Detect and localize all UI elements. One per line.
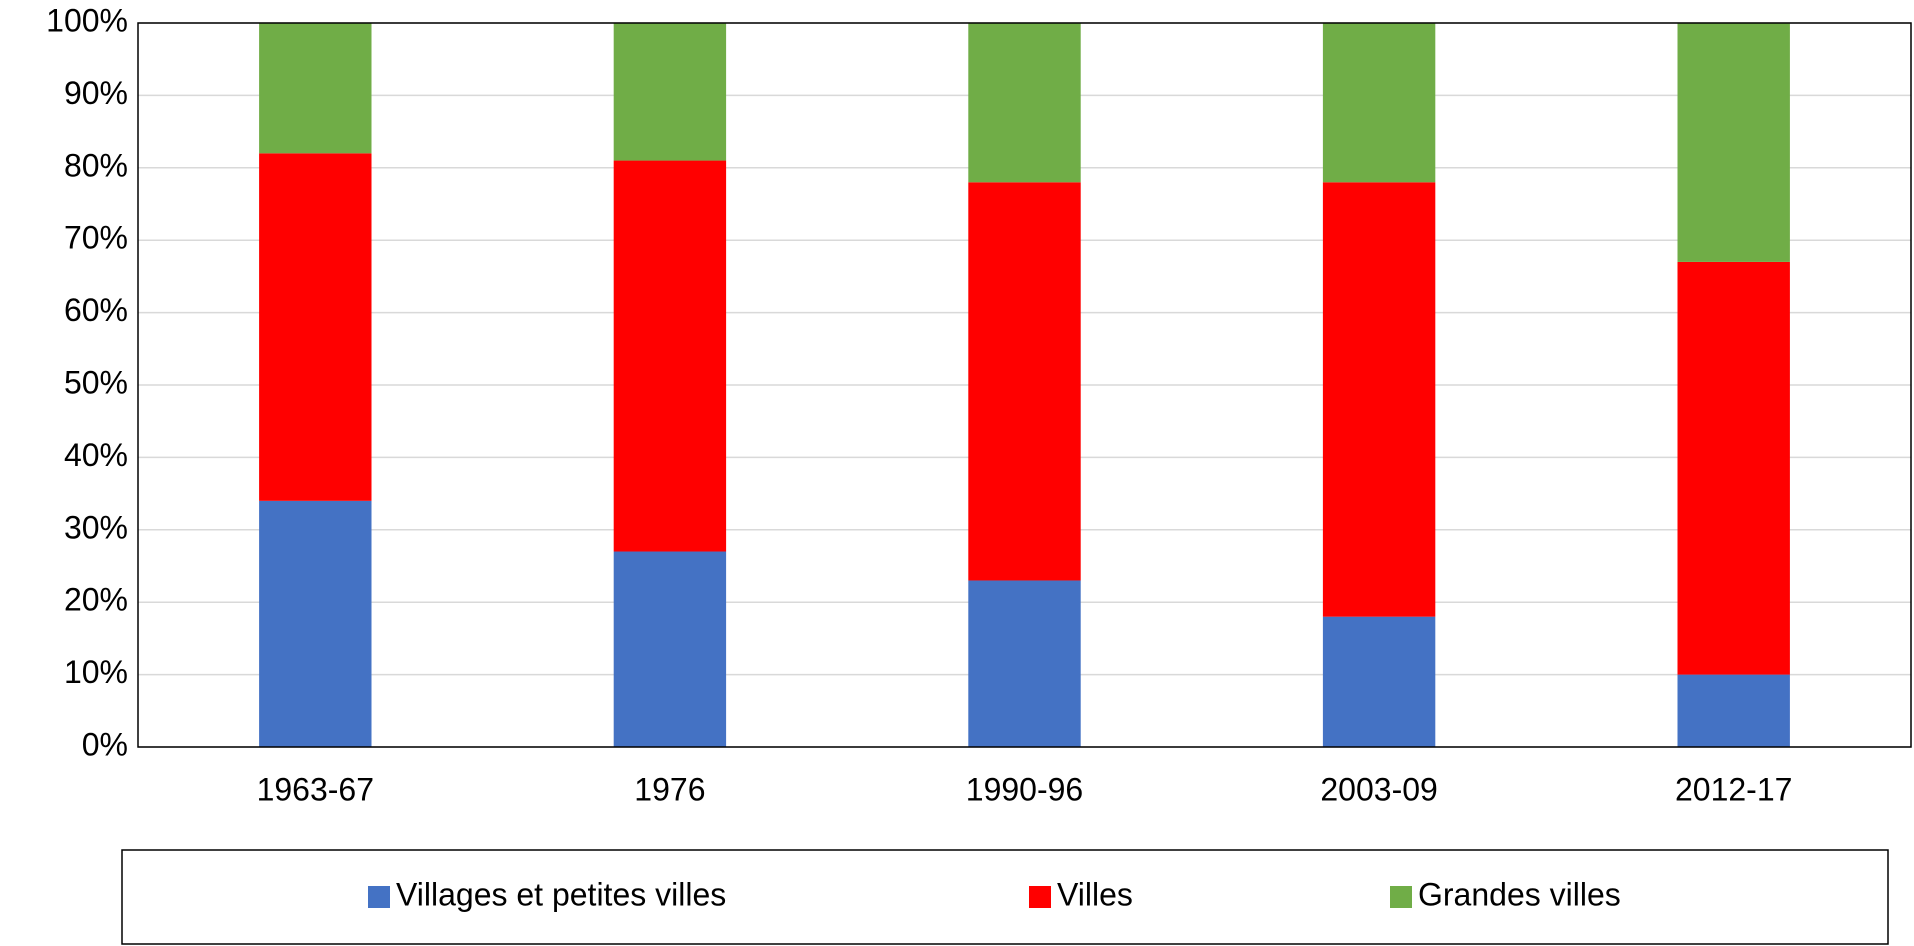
- bar-segment: [1322, 23, 1436, 183]
- x-tick-label: 1990-96: [966, 771, 1083, 807]
- x-tick-label: 2012-17: [1675, 771, 1792, 807]
- bar-segment: [259, 500, 372, 747]
- legend-label: Grandes villes: [1418, 876, 1621, 912]
- x-tick-label: 1976: [634, 771, 705, 807]
- bar-segment: [968, 182, 1081, 581]
- legend-swatch: [1029, 886, 1051, 908]
- bar-segment: [1322, 182, 1436, 617]
- bar-segment: [1677, 23, 1790, 262]
- x-tick-label: 1963-67: [257, 771, 374, 807]
- y-tick-label: 0%: [82, 726, 128, 762]
- bar-segment: [613, 160, 727, 552]
- bar-segment: [259, 23, 372, 154]
- y-tick-label: 30%: [64, 509, 128, 545]
- bars: [259, 23, 1790, 747]
- y-tick-label: 40%: [64, 437, 128, 473]
- bar-segment: [1677, 261, 1790, 675]
- y-tick-label: 80%: [64, 147, 128, 183]
- y-tick-label: 50%: [64, 364, 128, 400]
- plot-border: [137, 22, 1912, 748]
- legend-swatch: [1390, 886, 1412, 908]
- y-tick-label: 20%: [64, 582, 128, 618]
- bar-segment: [613, 551, 727, 747]
- y-tick-label: 60%: [64, 292, 128, 328]
- legend-label: Villes: [1057, 876, 1133, 912]
- bar-segment: [259, 153, 372, 501]
- x-tick-label: 2003-09: [1320, 771, 1437, 807]
- bar-segment: [1322, 616, 1436, 747]
- bar-segment: [1677, 674, 1790, 747]
- y-tick-label: 10%: [64, 654, 128, 690]
- legend-box: [121, 849, 1889, 945]
- legend-label: Villages et petites villes: [396, 876, 726, 912]
- y-tick-label: 90%: [64, 75, 128, 111]
- y-tick-label: 70%: [64, 220, 128, 256]
- bar-segment: [613, 23, 727, 161]
- legend-swatch: [368, 886, 390, 908]
- bar-segment: [968, 580, 1081, 747]
- y-tick-label: 100%: [46, 2, 128, 38]
- bar-segment: [968, 23, 1081, 183]
